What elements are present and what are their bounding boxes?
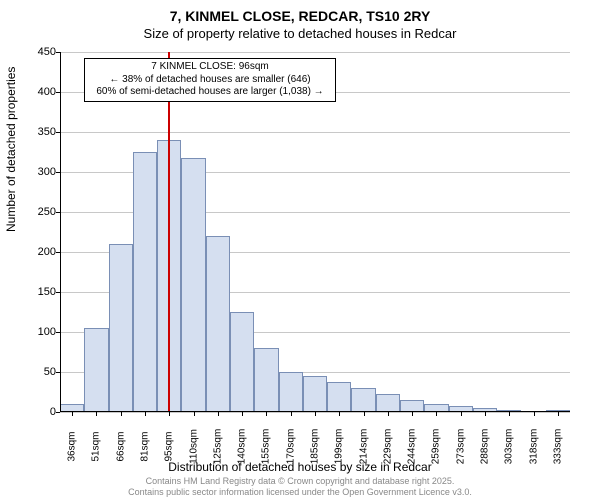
x-tick	[412, 412, 413, 416]
x-tick	[266, 412, 267, 416]
x-tick	[339, 412, 340, 416]
x-tick	[72, 412, 73, 416]
x-tick	[558, 412, 559, 416]
x-tick	[534, 412, 535, 416]
histogram-bar	[303, 376, 327, 412]
attribution-line: Contains public sector information licen…	[0, 487, 600, 498]
y-tick-label: 200	[16, 246, 56, 258]
y-tick-label: 450	[16, 46, 56, 58]
x-tick	[242, 412, 243, 416]
histogram-bar	[254, 348, 278, 412]
histogram-bar	[230, 312, 254, 412]
x-tick	[485, 412, 486, 416]
x-tick	[509, 412, 510, 416]
histogram-bar	[279, 372, 303, 412]
x-tick	[291, 412, 292, 416]
annotation-line: 60% of semi-detached houses are larger (…	[89, 86, 331, 99]
annotation-line: 7 KINMEL CLOSE: 96sqm	[89, 61, 331, 74]
histogram-bar	[327, 382, 351, 412]
plot-area: 05010015020025030035040045036sqm51sqm66s…	[60, 52, 570, 412]
histogram-bar	[84, 328, 108, 412]
x-tick	[315, 412, 316, 416]
histogram-bar	[109, 244, 133, 412]
x-tick	[364, 412, 365, 416]
x-axis-line	[60, 411, 570, 412]
x-tick	[436, 412, 437, 416]
attribution: Contains HM Land Registry data © Crown c…	[0, 476, 600, 498]
x-tick	[169, 412, 170, 416]
annotation-box: 7 KINMEL CLOSE: 96sqm← 38% of detached h…	[84, 58, 336, 102]
y-tick-label: 400	[16, 86, 56, 98]
x-tick	[388, 412, 389, 416]
chart-title: 7, KINMEL CLOSE, REDCAR, TS10 2RY	[0, 0, 600, 24]
histogram-bar	[376, 394, 400, 412]
y-tick-label: 300	[16, 166, 56, 178]
x-tick	[96, 412, 97, 416]
y-tick-label: 50	[16, 366, 56, 378]
x-tick	[461, 412, 462, 416]
y-tick-label: 350	[16, 126, 56, 138]
annotation-line: ← 38% of detached houses are smaller (64…	[89, 74, 331, 87]
histogram-bar	[181, 158, 205, 412]
histogram-bar	[206, 236, 230, 412]
x-tick	[145, 412, 146, 416]
chart-subtitle: Size of property relative to detached ho…	[0, 24, 600, 47]
x-tick	[121, 412, 122, 416]
y-tick-label: 250	[16, 206, 56, 218]
y-tick-label: 150	[16, 286, 56, 298]
attribution-line: Contains HM Land Registry data © Crown c…	[0, 476, 600, 487]
x-tick	[194, 412, 195, 416]
y-tick	[56, 412, 60, 413]
y-tick-label: 100	[16, 326, 56, 338]
grid-line	[60, 132, 570, 133]
histogram-bar	[351, 388, 375, 412]
y-tick-label: 0	[16, 406, 56, 418]
x-axis-label: Distribution of detached houses by size …	[0, 460, 600, 474]
y-axis-line	[60, 52, 61, 412]
histogram-bar	[133, 152, 157, 412]
grid-line	[60, 52, 570, 53]
x-tick	[218, 412, 219, 416]
marker-line	[168, 52, 170, 412]
